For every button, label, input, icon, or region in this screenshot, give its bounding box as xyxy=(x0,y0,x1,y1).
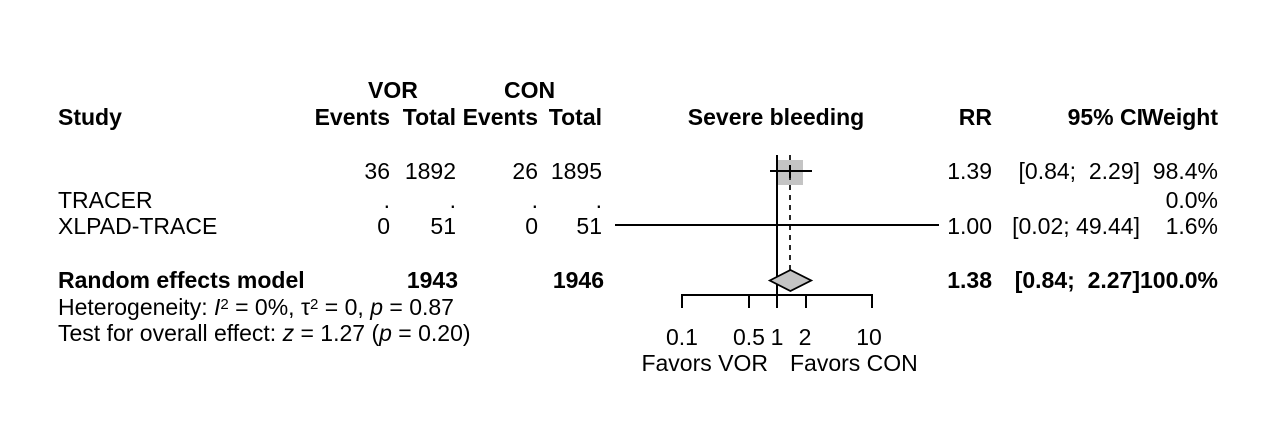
events-con-value: . xyxy=(531,187,538,213)
column-header-ci: 95% CI xyxy=(1067,104,1143,130)
weight-value: 0.0% xyxy=(1165,187,1218,213)
x-tick-label: 1 xyxy=(770,324,784,350)
group-header-con: CON xyxy=(504,77,556,103)
total-vor-value: 51 xyxy=(430,213,456,239)
column-header-events-con: Events xyxy=(462,104,538,130)
x-axis-tick xyxy=(805,294,807,308)
column-header-total-con: Total xyxy=(548,104,602,130)
overall-effect-note: Test for overall effect: z = 1.27 (p = 0… xyxy=(58,320,471,346)
events-vor-value: . xyxy=(383,187,390,213)
favors-left-label: Favors VOR xyxy=(641,350,768,376)
summary-total-con: 1946 xyxy=(552,267,604,293)
ci-value: [0.84; 2.29] xyxy=(1018,158,1140,184)
study-label: XLPAD-TRACE xyxy=(58,213,218,239)
weight-value: 1.6% xyxy=(1165,213,1218,239)
summary-rr: 1.38 xyxy=(947,267,992,293)
total-con-value: . xyxy=(595,187,602,213)
x-tick-label: 10 xyxy=(856,324,882,350)
x-axis-tick xyxy=(748,294,750,308)
events-con-value: 26 xyxy=(512,158,538,184)
rr-value: 1.39 xyxy=(947,158,992,184)
x-tick-label: 0.5 xyxy=(733,324,765,350)
total-con-value: 1895 xyxy=(550,158,602,184)
x-axis-tick xyxy=(776,294,778,308)
column-header-total-vor: Total xyxy=(402,104,456,130)
ci-value: [0.02; 49.44] xyxy=(1012,213,1140,239)
summary-label: Random effects model xyxy=(58,267,305,293)
group-header-vor: VOR xyxy=(368,77,418,103)
summary-weight: 100.0% xyxy=(1139,267,1218,293)
events-con-value: 0 xyxy=(525,213,538,239)
total-vor-value: . xyxy=(449,187,456,213)
column-header-study: Study xyxy=(58,104,122,130)
column-header-events-vor: Events xyxy=(314,104,390,130)
study-label: TRACER xyxy=(58,187,153,213)
study-point-tick xyxy=(776,219,778,231)
summary-diamond xyxy=(767,268,814,293)
events-vor-value: 0 xyxy=(377,213,390,239)
study-ci-line xyxy=(770,170,812,172)
column-header-weight: Weight xyxy=(1141,104,1218,130)
weight-value: 98.4% xyxy=(1152,158,1218,184)
summary-total-vor: 1943 xyxy=(406,267,458,293)
summary-ci: [0.84; 2.27] xyxy=(1014,267,1140,293)
x-axis-tick xyxy=(681,294,683,308)
x-tick-label: 2 xyxy=(798,324,812,350)
pooled-estimate-dashed-line xyxy=(789,155,791,271)
plot-title: Severe bleeding xyxy=(687,104,865,130)
heterogeneity-note: Heterogeneity: I2 = 0%, τ2 = 0, p = 0.87 xyxy=(58,294,454,320)
favors-right-label: Favors CON xyxy=(790,350,918,376)
total-vor-value: 1892 xyxy=(404,158,456,184)
events-vor-value: 36 xyxy=(364,158,390,184)
null-effect-line xyxy=(776,155,778,308)
total-con-value: 51 xyxy=(576,213,602,239)
x-axis-tick xyxy=(871,294,873,308)
x-tick-label: 0.1 xyxy=(666,324,698,350)
i-squared-symbol: I xyxy=(213,294,221,320)
column-header-rr: RR xyxy=(958,104,992,130)
study-point-tick xyxy=(789,165,791,178)
rr-value: 1.00 xyxy=(947,213,992,239)
tau-squared-symbol: τ xyxy=(300,294,311,320)
